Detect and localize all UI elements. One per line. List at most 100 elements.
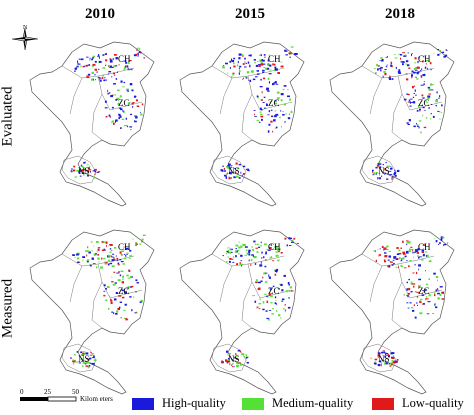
patch-high xyxy=(267,59,270,62)
patch-medium xyxy=(117,279,121,282)
patch-high xyxy=(378,68,382,70)
patch-medium xyxy=(439,111,441,113)
patch-high xyxy=(267,250,271,251)
patch-high xyxy=(225,175,227,178)
patch-high xyxy=(118,114,121,117)
patch-high xyxy=(372,169,374,172)
patch-high xyxy=(405,73,408,75)
district-boundary xyxy=(91,93,103,141)
patch-medium xyxy=(256,251,258,253)
patch-medium xyxy=(127,88,129,92)
patch-medium xyxy=(266,249,270,251)
patch-high xyxy=(280,284,283,286)
patch-high xyxy=(113,259,116,261)
patch-high xyxy=(386,178,389,180)
patch-high xyxy=(76,253,79,256)
patch-high xyxy=(404,255,407,258)
patch-high xyxy=(430,69,432,71)
patch-high xyxy=(388,355,390,358)
patch-high xyxy=(394,171,397,174)
patch-high xyxy=(406,302,409,304)
patch-high xyxy=(110,95,113,98)
patch-high xyxy=(274,81,277,84)
patch-high xyxy=(402,63,404,66)
patch-high xyxy=(389,174,393,175)
patch-medium xyxy=(240,54,244,56)
patch-low xyxy=(381,245,384,248)
patch-medium xyxy=(274,127,276,129)
patch-high xyxy=(393,360,397,362)
patch-high xyxy=(111,76,113,78)
map-measured-2015: CH ZC NS xyxy=(172,210,322,395)
patch-high xyxy=(99,77,102,79)
patch-medium xyxy=(394,53,396,56)
patch-medium xyxy=(252,295,256,297)
patch-medium xyxy=(378,162,381,164)
patch-low xyxy=(425,297,427,301)
patch-medium xyxy=(426,60,429,62)
patch-high xyxy=(125,247,129,250)
patch-high xyxy=(288,237,291,240)
patch-medium xyxy=(107,307,110,310)
patch-high xyxy=(260,54,262,57)
patch-low xyxy=(429,62,432,65)
patch-high xyxy=(274,100,277,102)
district-boundary xyxy=(69,265,83,303)
patch-high xyxy=(268,310,272,311)
patch-high xyxy=(123,254,126,255)
patch-high xyxy=(410,291,413,293)
patch-high xyxy=(417,248,420,251)
patch-high xyxy=(414,69,418,71)
patch-medium xyxy=(270,302,273,304)
patch-medium xyxy=(283,103,286,106)
patch-low xyxy=(279,248,281,251)
patch-low xyxy=(421,94,424,97)
patch-high xyxy=(253,59,256,61)
patch-medium xyxy=(289,98,291,101)
patch-medium xyxy=(270,295,273,298)
patch-high xyxy=(374,362,377,365)
region-outline xyxy=(179,229,305,395)
patch-high xyxy=(416,125,420,127)
patch-high xyxy=(387,259,390,261)
patch-high xyxy=(233,57,236,60)
patch-medium xyxy=(87,366,90,369)
patch-medium xyxy=(257,251,259,253)
patch-high xyxy=(409,302,412,304)
patch-high xyxy=(129,102,131,104)
patch-medium xyxy=(116,310,119,313)
patch-high xyxy=(88,64,91,66)
patch-medium xyxy=(141,238,144,241)
patch-high xyxy=(430,113,432,115)
patch-medium xyxy=(124,257,127,260)
patch-high xyxy=(289,56,291,58)
patch-high xyxy=(406,288,409,291)
patch-low xyxy=(412,272,415,274)
patch-high xyxy=(274,115,277,118)
patch-high xyxy=(377,68,379,71)
patch-high xyxy=(248,249,251,252)
patch-high xyxy=(379,177,381,180)
patch-low xyxy=(414,85,416,87)
patch-medium xyxy=(426,117,428,119)
patch-high xyxy=(269,64,272,67)
patch-low xyxy=(432,313,434,314)
patch-medium xyxy=(127,286,130,288)
patch-medium xyxy=(407,241,411,244)
patch-high xyxy=(423,291,426,293)
patch-high xyxy=(118,113,121,116)
patch-high xyxy=(237,349,241,352)
patch-low xyxy=(87,246,89,249)
district-boundary-ns xyxy=(211,155,247,185)
patch-medium xyxy=(283,308,285,310)
patch-low xyxy=(387,265,389,267)
patch-low xyxy=(406,294,409,296)
legend-high: High-quality xyxy=(132,396,226,411)
patch-medium xyxy=(277,97,280,100)
patch-high xyxy=(124,303,127,306)
patch-high xyxy=(233,366,235,368)
patch-medium xyxy=(268,319,271,321)
patch-high xyxy=(439,53,441,55)
patch-high xyxy=(412,309,415,312)
patch-low xyxy=(408,265,410,268)
